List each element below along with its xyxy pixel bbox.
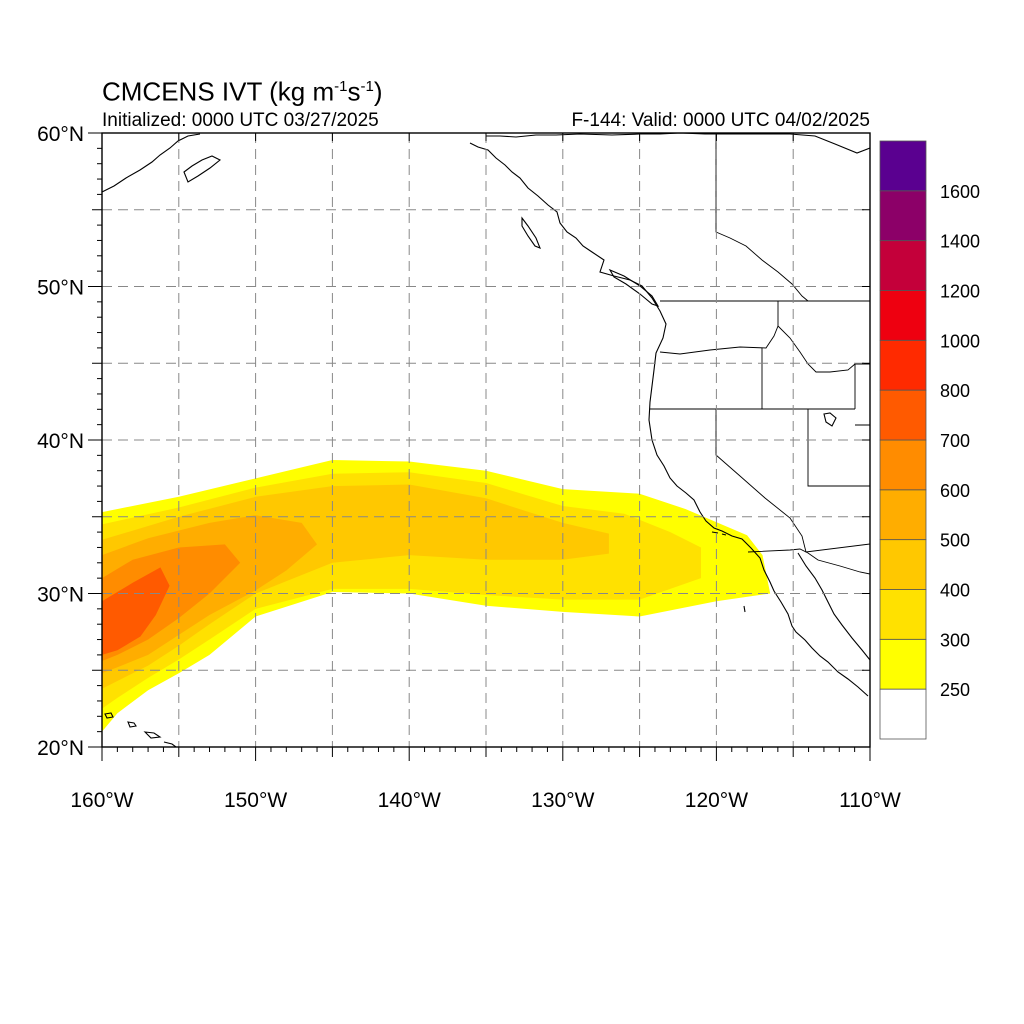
colorbar-box [879,190,927,242]
colorbar-label: 300 [940,630,970,650]
north-america-coastline [469,133,870,697]
hawaii-oahu [127,721,137,728]
colorbar-box [879,140,927,192]
lon-label: 130°W [531,789,594,812]
colorbar-label: 700 [940,431,970,451]
colorbar-box [879,638,927,690]
hawaii-big-island [163,741,177,747]
colorbar-box [879,539,927,590]
lon-label: 120°W [685,789,748,812]
initialized-label: Initialized: 0000 UTC 03/27/2025 [102,110,379,131]
alaska-coast [102,133,201,193]
us-mexico-border [747,548,870,575]
colorbar-box [879,389,927,441]
colorbar-label: 400 [940,581,970,601]
colorbar-label: 1000 [940,331,980,351]
oregon-washington-border [659,301,779,355]
axis-labels: 160°W 150°W 140°W 130°W 120°W 110°W 20°N 30°N 40… [37,123,901,812]
alaska-canada-border [715,134,809,302]
axis-ticks [88,132,871,761]
idaho-border [777,325,856,409]
vancouver-island [608,268,660,307]
lat-label: 20°N [37,737,84,760]
channel-islands [711,531,727,536]
lon-label: 140°W [378,789,441,812]
graticule [102,133,870,747]
colorbar-box [879,240,927,291]
lat-label: 50°N [37,277,84,300]
lon-label: 110°W [839,789,901,812]
ivt-shading [102,460,771,732]
lon-label: 160°W [70,789,133,812]
lake-great-salt [823,412,837,427]
colorbar-label: 1200 [940,282,980,302]
colorbar-label: 1400 [940,232,980,252]
colorbar-label: 250 [940,680,970,700]
colorbar-box [879,439,927,491]
colorbar-box [879,688,927,740]
title-model: CMCENS [102,76,215,107]
colorbar-box [879,489,927,540]
hawaii-kauai [104,712,114,719]
lat-label: 40°N [37,430,84,453]
colorbar-label: 1600 [940,182,980,202]
utah-border [855,363,870,426]
colorbar: 250 300 400 500 600 700 800 1000 1200 1400 1600 [879,140,980,740]
alaska-islands [183,155,222,183]
colorbar-box [879,290,927,341]
nevada-utah-border [807,409,870,487]
colorbar-label: 600 [940,481,970,501]
colorbar-box [879,589,927,640]
lon-label: 150°W [224,789,287,812]
gulf-of-california-coast [797,552,870,661]
haida-gwaii [521,216,541,249]
valid-label: F-144: Valid: 0000 UTC 04/02/2025 [571,110,870,131]
colorbar-label: 500 [940,531,970,551]
colorbar-label: 800 [940,381,970,401]
lat-label: 60°N [37,123,84,146]
political-borders [650,134,870,575]
lat-label: 30°N [37,584,84,607]
guadalupe-island [743,605,746,613]
title-variable: IVT [221,76,262,107]
ivt-region-700 [102,567,170,655]
map-title: CMCENS IVT (kg m-1s-1) [102,76,383,107]
colorbar-box [879,339,927,391]
hawaii-maui [143,731,162,739]
california-nevada-border [715,409,870,553]
